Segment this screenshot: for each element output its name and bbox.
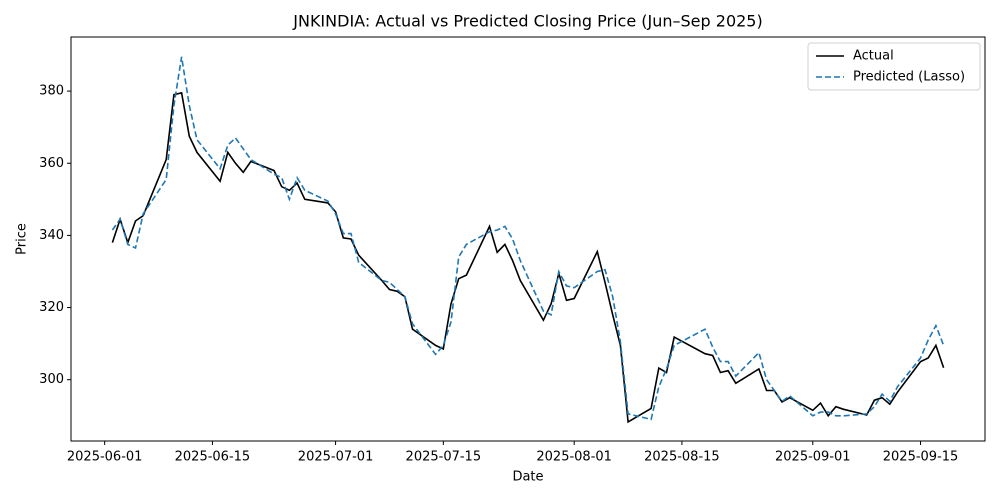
x-tick-label: 2025-06-01 xyxy=(67,450,143,465)
y-tick-label: 380 xyxy=(39,84,64,99)
x-tick-label: 2025-07-15 xyxy=(406,450,482,465)
x-tick-label: 2025-08-01 xyxy=(536,450,612,465)
x-tick-label: 2025-09-01 xyxy=(775,450,851,465)
legend-label: Actual xyxy=(853,49,894,64)
y-tick-label: 360 xyxy=(39,156,64,171)
x-tick-label: 2025-09-15 xyxy=(883,450,959,465)
line-series xyxy=(111,91,945,424)
legend-box xyxy=(807,42,981,91)
x-axis-label: Date xyxy=(512,470,543,485)
line-series xyxy=(111,56,945,421)
legend: Actual Predicted (Lasso) xyxy=(807,42,981,91)
plot-frame xyxy=(70,36,986,442)
legend-label: Predicted (Lasso) xyxy=(853,70,965,85)
x-tick-label: 2025-07-01 xyxy=(298,450,374,465)
y-tick-label: 340 xyxy=(39,228,64,243)
y-tick-label: 320 xyxy=(39,300,64,315)
x-tick-label: 2025-06-15 xyxy=(175,450,251,465)
y-tick-label: 300 xyxy=(39,372,64,387)
x-tick-label: 2025-08-15 xyxy=(644,450,720,465)
y-axis-label: Price xyxy=(15,223,30,255)
chart-title: JNKINDIA: Actual vs Predicted Closing Pr… xyxy=(292,12,762,31)
